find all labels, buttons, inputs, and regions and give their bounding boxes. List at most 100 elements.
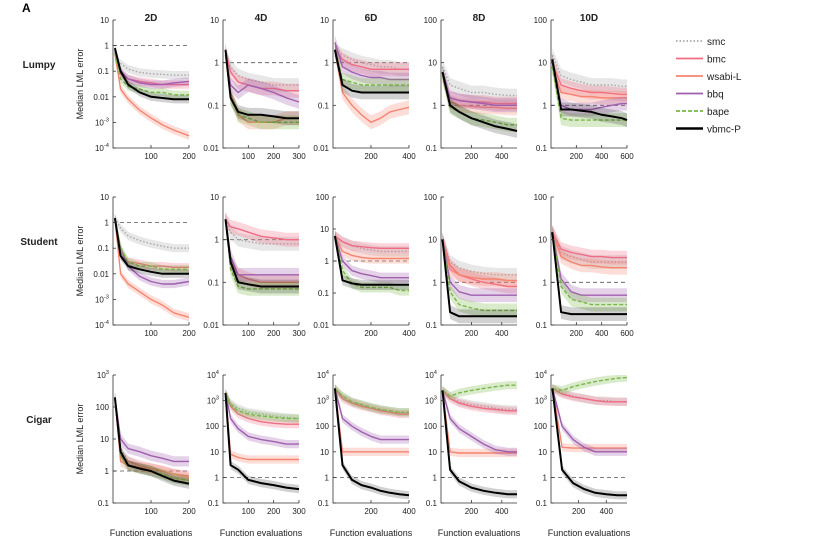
y-tick-label: 1 xyxy=(543,101,548,110)
series-line-vbmc-P xyxy=(551,232,627,316)
legend-label-smc: smc xyxy=(707,37,725,48)
y-tick-label: 0.1 xyxy=(208,101,220,110)
series-line-wsabi-L xyxy=(224,392,299,461)
band-vbmc-P xyxy=(225,212,299,294)
series-line-vbmc-P xyxy=(551,59,628,122)
subplot-cigar-10d: 104 103 100 10 1 0.1 200 400 xyxy=(534,370,628,516)
series-line-bape xyxy=(334,235,409,292)
series-line-bape xyxy=(442,384,517,397)
band-vbmc-P xyxy=(552,52,627,127)
series-line-bape xyxy=(224,55,299,124)
subplot-cigar-8d: 104 103 100 10 1 0.1 200 400 xyxy=(424,370,517,516)
y-axis-label: Median LML error xyxy=(75,49,85,120)
band-vbmc-P xyxy=(442,65,517,138)
x-tick-label: 400 xyxy=(402,329,416,338)
band-bape xyxy=(442,232,517,318)
y-tick-label: 1 xyxy=(325,473,330,482)
series-line-vbmc-P xyxy=(333,49,409,94)
series-line-bmc xyxy=(334,49,409,71)
y-tick-label: 10 xyxy=(428,59,437,68)
y-tick-label: 100 xyxy=(96,403,110,412)
series-line-smc xyxy=(334,49,409,71)
x-tick-label: 100 xyxy=(144,329,158,338)
band-bape xyxy=(334,384,409,417)
series-line-vbmc-P xyxy=(441,239,517,318)
series-line-smc xyxy=(441,66,517,97)
band-smc xyxy=(552,384,627,406)
band-smc xyxy=(442,232,517,282)
y-tick-label: 103 xyxy=(425,396,437,406)
series-line-bbq xyxy=(224,392,299,445)
series-line-bmc xyxy=(551,62,627,96)
column-title-8d: 8D xyxy=(473,13,486,24)
band-bmc xyxy=(552,55,627,102)
band-bmc xyxy=(225,388,299,429)
band-wsabi-L xyxy=(552,59,627,105)
y-tick-label: 0.1 xyxy=(536,321,548,330)
legend-label-bmc: bmc xyxy=(707,55,726,66)
series-line-bmc xyxy=(441,239,517,288)
subplot-cigar-4d: 104 103 100 10 1 0.1 100 200 300 xyxy=(206,370,307,516)
series-line-wsabi-L xyxy=(114,53,190,137)
band-bbq xyxy=(552,55,627,117)
subplot-lumpy-8d: 100 10 1 0.1 200 400 xyxy=(424,16,518,161)
y-tick-label: 104 xyxy=(425,370,438,380)
series-line-vbmc-P xyxy=(113,217,189,275)
y-tick-label: 0.1 xyxy=(318,499,330,508)
subplot-lumpy-2d: 10 1 0.1 0.01 10-3 10-4 100 200 xyxy=(93,16,196,161)
y-tick-label: 1 xyxy=(215,59,220,68)
series-line-bmc xyxy=(334,387,409,415)
series-line-vbmc-P xyxy=(333,388,410,497)
subplot-cigar-2d: 103 100 10 1 0.1 100 200 xyxy=(96,370,197,516)
band-bmc xyxy=(552,384,627,406)
band-bbq xyxy=(334,230,409,283)
series-line-bbq xyxy=(224,219,299,276)
x-tick-label: 200 xyxy=(465,152,479,161)
x-tick-label: 100 xyxy=(144,507,158,516)
series-line-bbq xyxy=(551,388,627,453)
y-axis-label: Median LML error xyxy=(75,404,85,475)
subplot-student-8d: 100 10 1 0.1 200 400 xyxy=(424,193,517,338)
column-titles: 2D 4D 6D 8D 10D xyxy=(145,13,599,24)
y-tick-label: 100 xyxy=(316,193,330,202)
row-title-student: Student xyxy=(20,237,58,248)
series-line-vbmc-P xyxy=(551,388,627,497)
series-line-wsabi-L xyxy=(551,388,627,449)
band-vbmc-P xyxy=(114,214,189,278)
band-bape xyxy=(114,392,189,486)
series-line-wsabi-L xyxy=(114,397,190,479)
subplot-lumpy-10d: 100 10 1 0.1 200 400 600 xyxy=(534,16,635,161)
band-smc xyxy=(334,384,409,417)
subplot-grid: 10 1 0.1 0.01 10-3 10-4 100 200 10 1 0.1 0.01 100 200… xyxy=(93,16,634,516)
series-line-bbq xyxy=(551,232,627,296)
band-bbq xyxy=(225,48,299,109)
series-line-bape xyxy=(551,232,627,306)
subplot-student-4d: 10 1 0.1 0.01 100 200 300 xyxy=(203,193,306,338)
subplot-lumpy-4d: 10 1 0.1 0.01 100 200 300 xyxy=(203,16,306,161)
band-smc xyxy=(334,230,409,257)
series-line-wsabi-L xyxy=(551,231,627,269)
y-tick-label: 1 xyxy=(105,42,110,51)
series-line-vbmc-P xyxy=(333,235,409,286)
y-tick-label: 1 xyxy=(433,101,438,110)
legend: smc bmc wsabi-L bbq bape vbmc-P xyxy=(676,37,742,136)
series-line-smc xyxy=(224,392,300,420)
x-tick-label: 100 xyxy=(242,329,256,338)
y-tick-label: 10 xyxy=(428,236,437,245)
legend-label-wsabi-L: wsabi-L xyxy=(706,72,742,83)
band-wsabi-L xyxy=(442,232,517,288)
band-smc xyxy=(552,225,627,269)
y-tick-label: 100 xyxy=(424,16,438,25)
row-title-cigar: Cigar xyxy=(26,415,52,426)
x-tick-label: 200 xyxy=(570,152,584,161)
series-line-bbq xyxy=(441,239,517,296)
y-axis-label: Median LML error xyxy=(75,226,85,297)
y-tick-label: 10 xyxy=(428,448,437,457)
y-tick-label: 10-3 xyxy=(95,117,109,127)
x-tick-label: 100 xyxy=(242,152,256,161)
band-smc xyxy=(552,48,627,94)
y-tick-label: 10 xyxy=(538,236,547,245)
series-line-smc xyxy=(551,231,627,263)
band-bmc xyxy=(114,214,189,272)
